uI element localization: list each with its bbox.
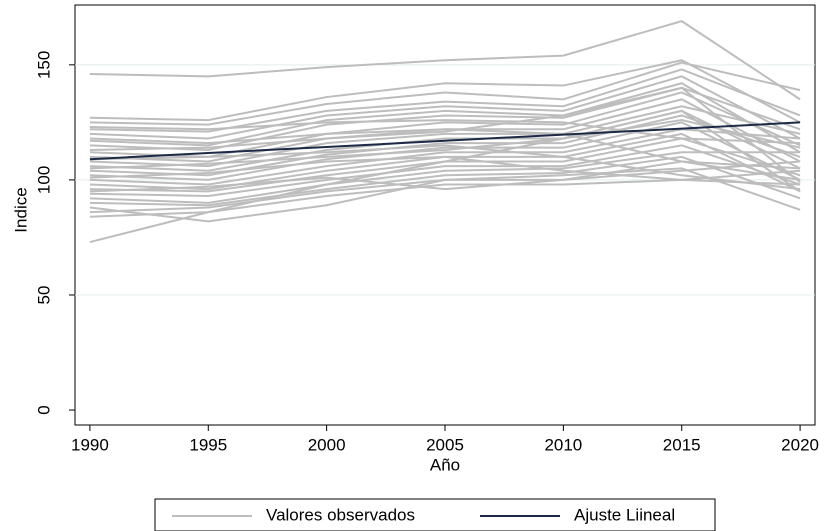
fit-line [89,121,801,161]
observed-line [89,114,801,177]
observed-line [89,75,801,140]
x-tick-label: 2010 [544,435,582,454]
observed-line [89,82,801,154]
x-tick-label: 1995 [189,435,227,454]
observed-line [89,128,801,170]
y-tick-label: 150 [34,51,53,79]
legend-label: Ajuste Liineal [574,505,675,524]
y-axis-label: Indice [11,187,30,232]
x-tick-label: 2015 [663,435,701,454]
observed-line [89,155,801,186]
observed-line [89,151,801,204]
x-tick-label: 2020 [781,435,819,454]
observed-line [89,59,801,124]
x-tick-label: 2005 [426,435,464,454]
observed-line [89,109,801,172]
observed-line [89,144,801,191]
observed-line [89,61,801,126]
y-tick-label: 50 [34,286,53,305]
legend-label: Valores observados [266,505,415,524]
observed-line [89,20,801,101]
x-tick-label: 2000 [308,435,346,454]
observed-line [89,119,801,170]
observed-line [89,155,801,207]
x-axis-label: Año [430,455,460,474]
observed-line [89,105,801,168]
observed-line [89,121,801,181]
observed-line [89,144,801,198]
observed-line [89,86,801,183]
y-tick-label: 0 [34,405,53,414]
observed-line [89,119,801,145]
observed-line [89,68,801,133]
x-tick-label: 1990 [71,435,109,454]
y-tick-label: 100 [34,166,53,194]
observed-line [89,160,801,193]
